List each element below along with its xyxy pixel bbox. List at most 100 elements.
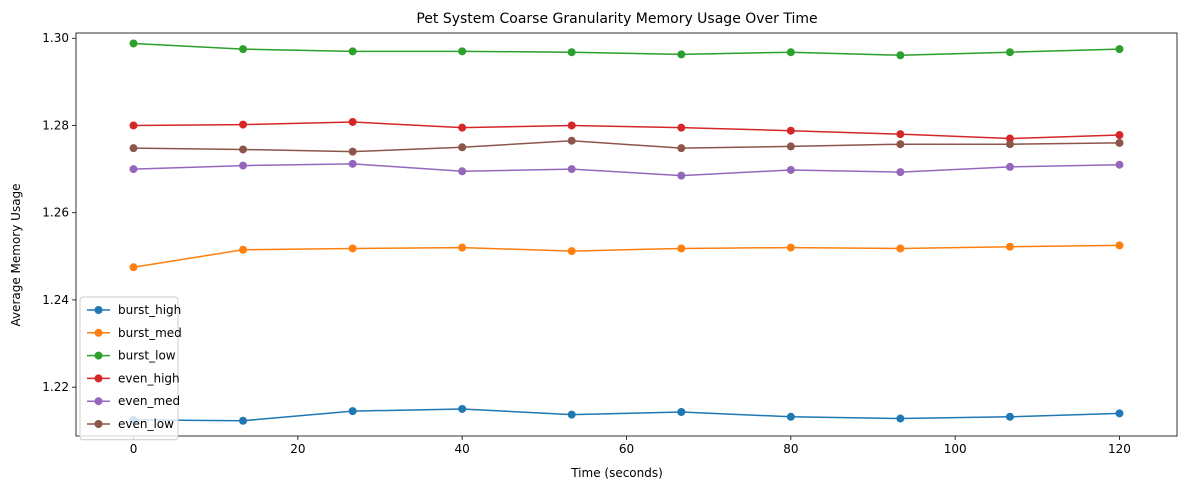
legend-label: even_med <box>118 394 180 408</box>
data-point-burst_low <box>677 50 686 59</box>
data-point-even_low <box>348 147 357 156</box>
series-line-burst_low <box>133 42 1120 56</box>
legend-swatch-marker <box>94 351 103 360</box>
legend-item-even_med: even_med <box>87 394 180 408</box>
data-point-burst_low <box>786 48 795 57</box>
data-point-burst_high <box>239 416 248 425</box>
data-point-even_high <box>239 120 248 129</box>
legend-swatch-marker <box>94 397 103 406</box>
x-tick-label: 0 <box>130 442 138 456</box>
data-point-even_med <box>1115 160 1124 169</box>
series-burst_high <box>129 404 1124 425</box>
data-point-burst_med <box>567 247 576 256</box>
legend-label: burst_med <box>118 326 182 340</box>
data-point-burst_med <box>129 263 138 272</box>
series-line-even_med <box>133 163 1120 177</box>
legend-swatch-marker <box>94 328 103 337</box>
y-tick-label: 1.28 <box>42 118 69 132</box>
legend-swatch-marker <box>94 420 103 428</box>
x-tick-label: 40 <box>455 442 470 456</box>
series-even_med <box>129 159 1124 180</box>
series-line-burst_med <box>133 244 1120 268</box>
data-point-burst_low <box>129 39 138 48</box>
data-point-even_high <box>896 130 905 139</box>
data-point-burst_med <box>458 243 467 252</box>
data-point-burst_med <box>1005 242 1014 251</box>
data-point-burst_low <box>1115 45 1124 54</box>
legend: burst_high burst_med burst_low even_higheve… <box>79 296 182 441</box>
x-axis-label: Time (seconds) <box>570 466 663 480</box>
data-point-burst_med <box>1115 241 1124 250</box>
legend-label: even_high <box>118 371 180 385</box>
data-point-even_low <box>1005 140 1014 149</box>
data-point-even_med <box>348 159 357 168</box>
chart-title: Pet System Coarse Granularity Memory Usa… <box>416 11 817 27</box>
data-point-burst_low <box>239 45 248 54</box>
data-point-even_high <box>129 121 138 130</box>
data-point-even_med <box>458 167 467 176</box>
data-point-even_high <box>458 123 467 132</box>
data-point-burst_high <box>1115 409 1124 418</box>
x-tick-label: 60 <box>619 442 634 456</box>
series-burst_low <box>129 39 1124 60</box>
data-point-burst_high <box>348 407 357 416</box>
legend-item-even_high: even_high <box>87 371 180 385</box>
data-point-even_med <box>896 168 905 177</box>
data-point-burst_high <box>786 412 795 421</box>
data-point-burst_low <box>567 48 576 57</box>
x-tick-label: 20 <box>290 442 305 456</box>
series-line-burst_high <box>133 408 1120 422</box>
data-point-even_med <box>129 165 138 174</box>
data-point-even_low <box>896 140 905 149</box>
data-point-burst_high <box>1005 412 1014 421</box>
data-point-even_low <box>1115 138 1124 147</box>
legend-swatch-marker <box>94 306 103 314</box>
data-point-even_med <box>786 165 795 174</box>
y-axis-label: Average Memory Usage <box>9 183 23 326</box>
data-point-even_low <box>786 142 795 151</box>
data-point-even_low <box>129 144 138 153</box>
data-point-even_med <box>239 161 248 170</box>
data-point-even_low <box>239 145 248 154</box>
data-point-burst_low <box>1005 48 1014 57</box>
data-point-burst_med <box>677 244 686 253</box>
data-point-even_high <box>348 117 357 126</box>
data-point-burst_high <box>677 408 686 417</box>
legend-item-burst_high: burst_high <box>87 303 181 317</box>
x-tick-label: 120 <box>1108 442 1131 456</box>
data-point-even_high <box>677 123 686 132</box>
data-point-burst_med <box>239 245 248 254</box>
series-line-even_high <box>133 121 1120 140</box>
data-point-burst_high <box>458 404 467 413</box>
data-point-burst_low <box>896 51 905 60</box>
x-tick-label: 100 <box>944 442 967 456</box>
y-tick-label: 1.22 <box>42 380 69 394</box>
y-tick-label: 1.30 <box>42 31 69 45</box>
x-tick-label: 80 <box>783 442 798 456</box>
legend-label: burst_low <box>118 349 176 363</box>
data-point-even_high <box>1005 134 1014 143</box>
data-point-even_low <box>677 144 686 153</box>
data-point-burst_high <box>567 410 576 419</box>
series-even_high <box>129 117 1124 143</box>
legend-item-even_low: even_low <box>87 417 174 431</box>
legend-label: burst_high <box>118 303 181 317</box>
axes-layer: 0 20 40 60 80 100 120 1.22 1.24 1.26 1.28 1.30 <box>42 31 1178 456</box>
data-point-even_low <box>458 143 467 152</box>
plot-frame <box>75 32 1178 437</box>
data-point-even_med <box>567 165 576 174</box>
data-point-even_high <box>786 126 795 135</box>
y-tick-label: 1.24 <box>42 293 69 307</box>
data-point-even_med <box>1005 162 1014 171</box>
legend-swatch-marker <box>94 374 103 383</box>
series-burst_med <box>129 241 1124 272</box>
data-point-burst_med <box>348 244 357 253</box>
data-point-burst_high <box>896 414 905 423</box>
series-even_low <box>129 136 1124 156</box>
data-point-even_high <box>1115 131 1124 140</box>
series-layer <box>129 39 1124 425</box>
data-point-burst_low <box>348 47 357 56</box>
legend-label: even_low <box>118 417 174 431</box>
